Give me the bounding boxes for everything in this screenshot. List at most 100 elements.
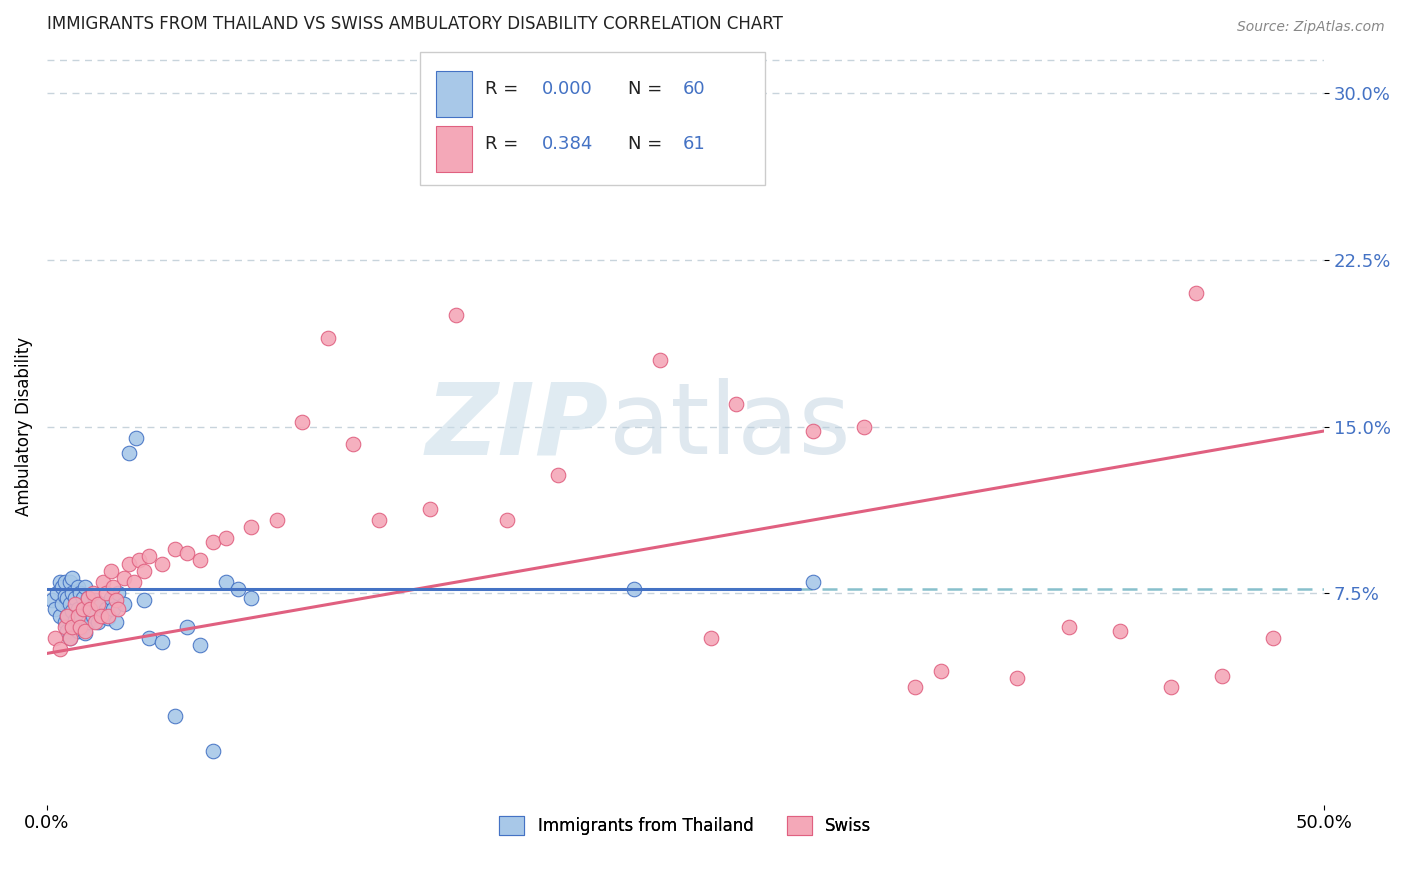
Y-axis label: Ambulatory Disability: Ambulatory Disability (15, 337, 32, 516)
Point (1261, 631, 1284, 645)
Point (62, 571, 84, 585)
Point (75, 580, 97, 594)
Text: R =: R = (485, 136, 519, 153)
Point (72, 591, 94, 605)
Point (53, 615, 76, 630)
Point (75, 626, 97, 640)
Point (91, 608, 114, 623)
Point (48, 608, 70, 623)
Point (104, 593, 127, 607)
Point (44, 602, 66, 616)
Point (150, 558, 173, 572)
Point (419, 501, 441, 516)
Point (62, 586, 84, 600)
Point (853, 419, 876, 434)
Point (89, 598, 111, 612)
Point (62, 620, 84, 634)
Text: Source: ZipAtlas.com: Source: ZipAtlas.com (1237, 20, 1385, 34)
Point (87, 598, 110, 612)
Point (100, 591, 122, 605)
Point (598, 153, 620, 167)
Point (89, 608, 111, 623)
Point (91, 575, 114, 590)
Point (79, 602, 101, 616)
Point (291, 415, 314, 429)
Point (801, 575, 824, 590)
Point (62, 604, 84, 618)
Point (1211, 668, 1233, 682)
Point (72, 602, 94, 616)
Point (59, 575, 82, 590)
Text: 0.000: 0.000 (543, 79, 593, 97)
Point (66, 624, 89, 639)
Point (72, 620, 94, 634)
Point (97, 608, 120, 623)
Point (41, 593, 63, 607)
Text: N =: N = (628, 79, 662, 97)
Point (48, 642, 70, 657)
Point (1007, 671, 1029, 685)
Point (87, 615, 110, 630)
Point (201, 744, 224, 758)
Point (801, 424, 824, 438)
Point (125, 431, 148, 445)
Point (76, 615, 98, 630)
Point (79, 602, 101, 616)
Point (176, 546, 198, 560)
Point (63, 613, 86, 627)
Point (69, 620, 91, 634)
Point (1185, 286, 1208, 301)
Point (75, 624, 97, 639)
Point (132, 593, 155, 607)
Point (1057, 620, 1080, 634)
Point (444, 309, 467, 323)
Point (69, 608, 91, 623)
Point (316, 330, 339, 344)
Point (66, 608, 89, 623)
Point (547, 468, 569, 483)
Point (163, 708, 186, 723)
Point (117, 446, 139, 460)
Point (48, 575, 70, 590)
Point (132, 564, 155, 578)
Point (56, 608, 79, 623)
Point (122, 575, 145, 590)
Point (84, 593, 107, 607)
Point (56, 624, 79, 639)
Point (46, 586, 69, 600)
Point (69, 586, 91, 600)
Point (100, 564, 122, 578)
Point (112, 598, 135, 612)
Point (266, 513, 288, 527)
Point (51, 598, 73, 612)
Point (648, 352, 671, 367)
Point (904, 680, 927, 694)
Point (201, 535, 224, 549)
Point (59, 598, 82, 612)
Point (163, 541, 186, 556)
Point (53, 575, 76, 590)
Point (700, 631, 723, 645)
Point (215, 575, 238, 590)
Point (76, 591, 98, 605)
Point (188, 553, 211, 567)
Point (76, 591, 98, 605)
Point (188, 638, 211, 652)
Point (117, 558, 139, 572)
Text: 61: 61 (683, 136, 706, 153)
FancyBboxPatch shape (436, 71, 472, 117)
Point (215, 531, 238, 545)
Point (63, 591, 86, 605)
Point (112, 571, 135, 585)
Point (1160, 680, 1182, 694)
Point (623, 582, 645, 596)
Point (107, 586, 129, 600)
Point (107, 602, 129, 616)
Text: IMMIGRANTS FROM THAILAND VS SWISS AMBULATORY DISABILITY CORRELATION CHART: IMMIGRANTS FROM THAILAND VS SWISS AMBULA… (46, 15, 783, 33)
Point (94, 586, 117, 600)
Point (59, 631, 82, 645)
Point (104, 615, 127, 630)
Point (53, 620, 76, 634)
Point (103, 602, 125, 616)
Point (51, 580, 73, 594)
